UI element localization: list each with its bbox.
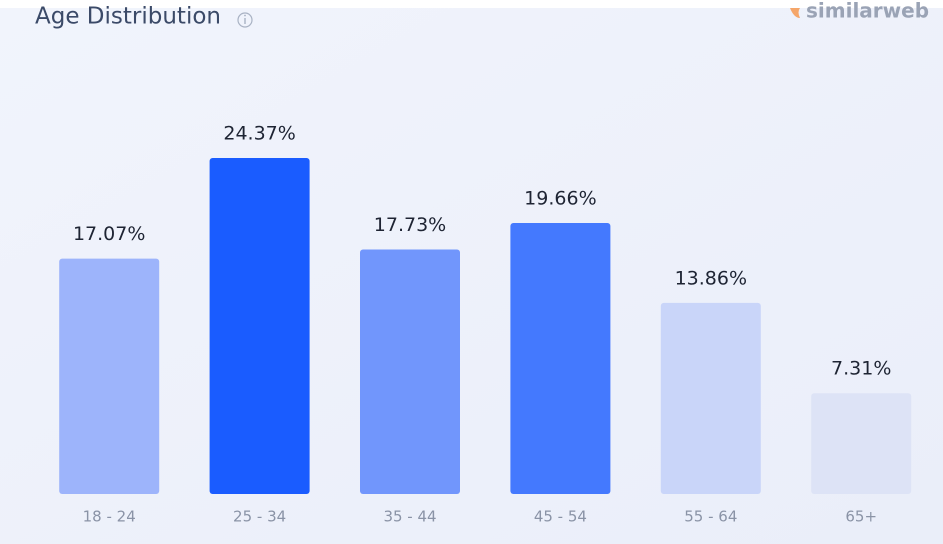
bar (660, 302, 761, 494)
value-label: 24.37% (223, 123, 295, 145)
x-tick-label: 65+ (845, 508, 877, 526)
chart-title: Age Distribution (35, 4, 221, 30)
x-tick-label: 25 - 34 (233, 508, 286, 526)
value-label: 17.07% (73, 223, 145, 245)
bar (209, 158, 310, 494)
info-icon[interactable] (237, 12, 253, 28)
bar (59, 258, 160, 494)
bar (360, 249, 460, 494)
value-label: 19.66% (524, 187, 596, 209)
value-label: 17.73% (374, 214, 446, 236)
x-tick-label: 35 - 44 (383, 508, 436, 526)
brand-name: similarweb (806, 0, 929, 23)
bar (811, 393, 912, 494)
top-strip (0, 0, 943, 8)
x-tick-label: 18 - 24 (83, 508, 136, 526)
bar (510, 222, 611, 495)
value-label: 7.31% (831, 358, 891, 380)
value-label: 13.86% (675, 267, 747, 289)
x-tick-label: 45 - 54 (534, 508, 587, 526)
x-tick-label: 55 - 64 (684, 508, 737, 526)
brand-logo: similarweb (790, 0, 929, 23)
